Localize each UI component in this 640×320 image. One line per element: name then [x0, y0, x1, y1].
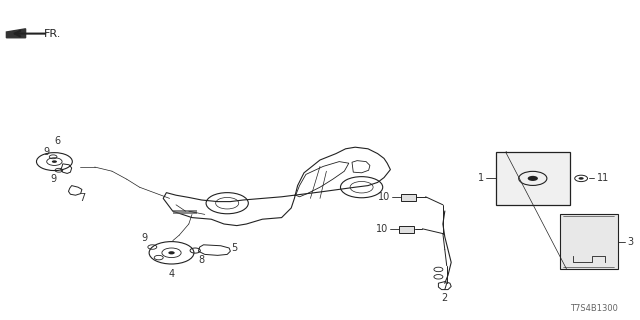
Text: 4: 4 [168, 268, 175, 279]
Circle shape [52, 160, 57, 163]
Text: 6: 6 [54, 136, 61, 146]
Bar [496, 152, 570, 205]
Bar [173, 210, 197, 214]
Text: 1: 1 [478, 173, 484, 183]
FancyBboxPatch shape [560, 214, 618, 269]
Circle shape [168, 251, 175, 254]
Text: 8: 8 [198, 255, 205, 265]
Bar [401, 194, 416, 201]
Text: 10: 10 [378, 192, 390, 202]
Polygon shape [6, 29, 26, 38]
Text: 5: 5 [232, 243, 238, 253]
Text: 2: 2 [442, 292, 448, 303]
Text: 9: 9 [43, 147, 49, 157]
Circle shape [527, 176, 538, 181]
Text: T7S4B1300: T7S4B1300 [570, 304, 618, 313]
Text: 9: 9 [50, 174, 56, 184]
Circle shape [579, 177, 584, 180]
Text: 10: 10 [376, 224, 388, 234]
Text: 7: 7 [79, 193, 85, 204]
Bar [399, 226, 414, 233]
Text: 11: 11 [597, 173, 609, 183]
Text: 9: 9 [141, 233, 147, 244]
Text: 3: 3 [627, 236, 634, 247]
Text: FR.: FR. [44, 29, 61, 39]
